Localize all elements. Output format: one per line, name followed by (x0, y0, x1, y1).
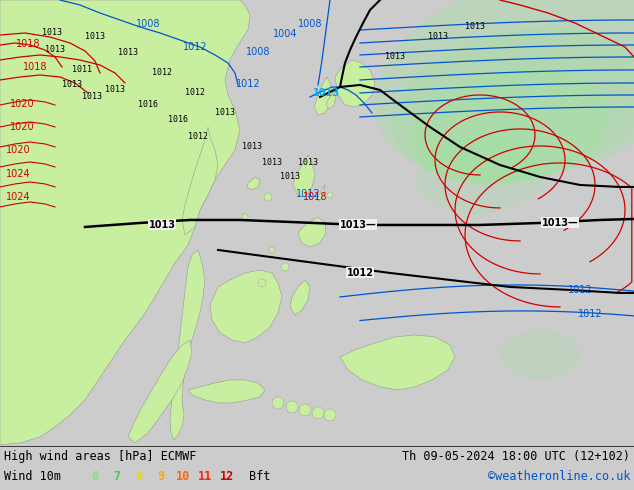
Text: 1012: 1012 (152, 69, 172, 77)
Text: 1004: 1004 (273, 29, 297, 39)
Polygon shape (188, 380, 265, 403)
Text: 1020: 1020 (10, 122, 34, 132)
Polygon shape (316, 185, 325, 201)
Text: 6: 6 (91, 470, 98, 484)
Text: 1013: 1013 (313, 88, 339, 98)
Text: 1024: 1024 (6, 192, 30, 202)
Polygon shape (0, 0, 250, 445)
Text: Wind 10m: Wind 10m (4, 470, 61, 484)
Text: 1018: 1018 (303, 192, 327, 202)
Circle shape (258, 279, 266, 287)
Text: 1024: 1024 (6, 169, 30, 179)
Text: 1013—: 1013— (340, 220, 377, 230)
Text: High wind areas [hPa] ECMWF: High wind areas [hPa] ECMWF (4, 450, 197, 464)
Circle shape (269, 247, 275, 253)
Text: 1013: 1013 (428, 32, 448, 42)
Text: 1008: 1008 (246, 47, 270, 57)
Text: 1013: 1013 (262, 158, 282, 168)
Polygon shape (182, 127, 218, 235)
Text: 1013: 1013 (62, 80, 82, 90)
Text: 1013: 1013 (148, 220, 176, 230)
Polygon shape (326, 93, 336, 109)
Text: 1013: 1013 (215, 108, 235, 118)
Text: 1013: 1013 (42, 28, 62, 38)
Text: 7: 7 (113, 470, 120, 484)
Circle shape (242, 214, 248, 220)
Text: 1018: 1018 (23, 62, 48, 72)
Text: 1008: 1008 (136, 19, 160, 29)
Text: 9: 9 (157, 470, 165, 484)
Text: 1013: 1013 (298, 158, 318, 168)
Text: 1012: 1012 (578, 309, 602, 319)
Text: 1012: 1012 (188, 132, 208, 142)
Polygon shape (293, 155, 315, 197)
Text: 1013: 1013 (118, 49, 138, 57)
Polygon shape (335, 60, 375, 107)
Ellipse shape (411, 68, 609, 186)
Circle shape (286, 401, 298, 413)
Text: 1012: 1012 (236, 79, 261, 89)
Text: 10: 10 (176, 470, 190, 484)
Text: 1013: 1013 (465, 23, 485, 31)
Text: 1013: 1013 (280, 172, 300, 181)
Text: 1013: 1013 (82, 93, 102, 101)
Text: 1016: 1016 (168, 116, 188, 124)
Circle shape (264, 193, 272, 201)
Text: 1012: 1012 (295, 189, 320, 199)
Text: 1013: 1013 (85, 32, 105, 42)
Text: 1020: 1020 (10, 99, 34, 109)
Polygon shape (298, 217, 326, 247)
Text: 1013—: 1013— (541, 218, 578, 228)
Circle shape (327, 192, 333, 198)
Polygon shape (170, 250, 205, 440)
Text: ©weatheronline.co.uk: ©weatheronline.co.uk (488, 470, 630, 484)
Polygon shape (247, 177, 260, 190)
Polygon shape (290, 280, 310, 315)
Text: 1013: 1013 (105, 85, 125, 95)
Text: 1016: 1016 (138, 100, 158, 109)
Circle shape (312, 407, 324, 419)
Text: 1013: 1013 (385, 52, 405, 61)
Circle shape (324, 409, 336, 421)
Text: 1013: 1013 (45, 46, 65, 54)
Text: 1011: 1011 (72, 66, 92, 74)
Polygon shape (128, 340, 192, 443)
Text: 1018: 1018 (16, 39, 40, 49)
Text: 1012: 1012 (185, 89, 205, 98)
Circle shape (272, 397, 284, 409)
Polygon shape (340, 335, 455, 390)
Text: 11: 11 (198, 470, 212, 484)
Circle shape (281, 263, 289, 271)
Text: 1013: 1013 (242, 143, 262, 151)
Text: 1012: 1012 (183, 42, 207, 52)
Polygon shape (210, 270, 282, 343)
Ellipse shape (374, 0, 634, 181)
Text: 1012: 1012 (567, 285, 592, 295)
Text: 1008: 1008 (298, 19, 322, 29)
Ellipse shape (392, 27, 634, 183)
Text: 8: 8 (136, 470, 143, 484)
Polygon shape (314, 77, 333, 115)
Text: 1020: 1020 (6, 145, 30, 155)
Ellipse shape (500, 330, 580, 380)
Circle shape (299, 404, 311, 416)
Text: Th 09-05-2024 18:00 UTC (12+102): Th 09-05-2024 18:00 UTC (12+102) (402, 450, 630, 464)
Text: 12: 12 (220, 470, 234, 484)
Text: 1012: 1012 (347, 268, 373, 278)
Ellipse shape (415, 135, 545, 215)
Text: Bft: Bft (249, 470, 270, 484)
